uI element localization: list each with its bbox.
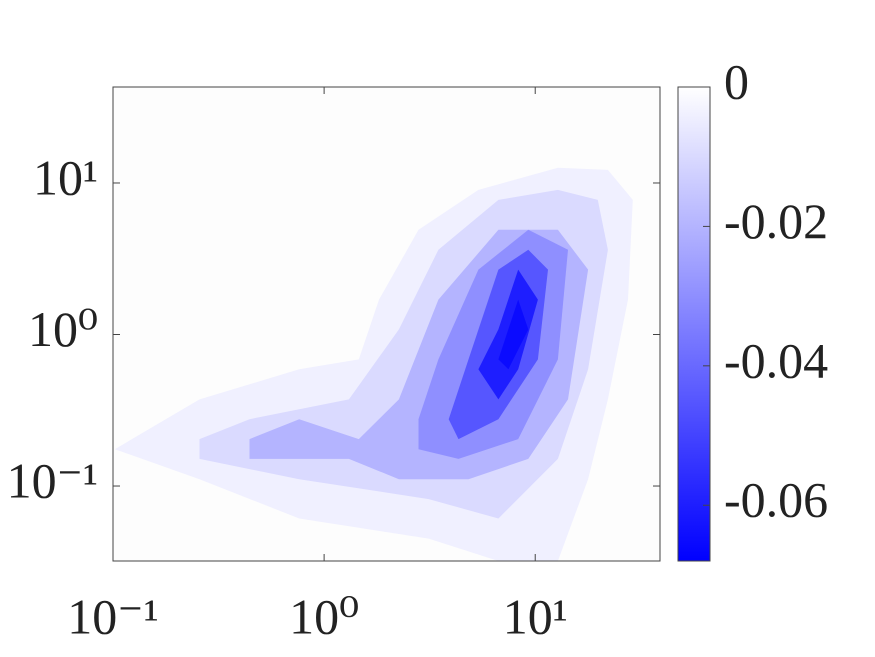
x-tick-label: 10⁰ [289,588,359,644]
contour-layer [114,167,633,561]
x-tick-label: 10¹ [503,588,568,644]
contour-region [498,299,529,370]
colorbar-tick-label: -0.02 [724,193,828,249]
plot-frame [112,86,661,562]
colorbar-tick-label: -0.06 [724,472,828,528]
y-tick-label: 10⁻¹ [7,452,98,508]
x-tick-label: 10⁻¹ [67,588,158,644]
y-tick-label: 10¹ [33,149,98,205]
colorbar-tick-label: -0.04 [724,332,828,388]
colorbar-tick-label: 0 [724,53,749,109]
y-tick-label: 10⁰ [28,301,98,357]
colorbar [677,86,711,562]
